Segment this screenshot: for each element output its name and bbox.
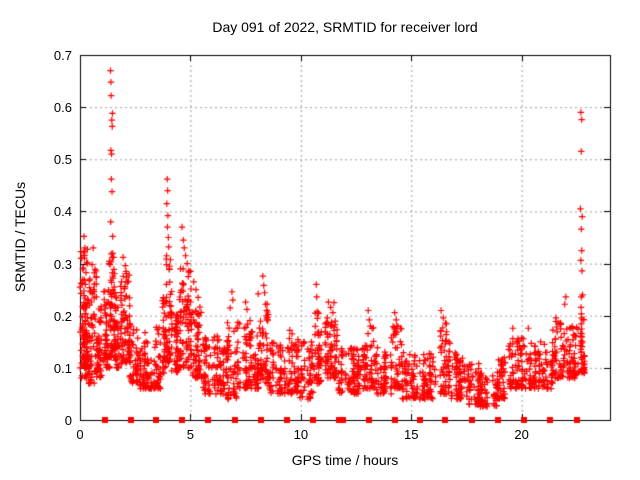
x-tick-label: 5: [186, 427, 195, 442]
x-tick-label: 15: [404, 427, 419, 442]
y-tick-label: 0.6: [53, 100, 72, 116]
x-axis-label: GPS time / hours: [291, 452, 399, 468]
y-tick-label: 0.3: [53, 256, 72, 272]
y-tick-label: 0.1: [53, 360, 72, 376]
x-tick-label: 0: [76, 427, 84, 442]
y-tick-label: 0.4: [53, 204, 72, 220]
y-tick-label: 0.5: [53, 152, 72, 168]
y-tick-label: 0: [64, 413, 72, 428]
chart-title: Day 091 of 2022, SRMTID for receiver lor…: [212, 19, 478, 35]
y-axis-label: SRMTID / TECUs: [12, 181, 28, 293]
y-tick-label: 0.2: [53, 308, 72, 324]
y-tick-label: 0.7: [53, 48, 72, 63]
x-tick-label: 10: [293, 427, 309, 442]
x-tick-label: 20: [514, 427, 529, 442]
